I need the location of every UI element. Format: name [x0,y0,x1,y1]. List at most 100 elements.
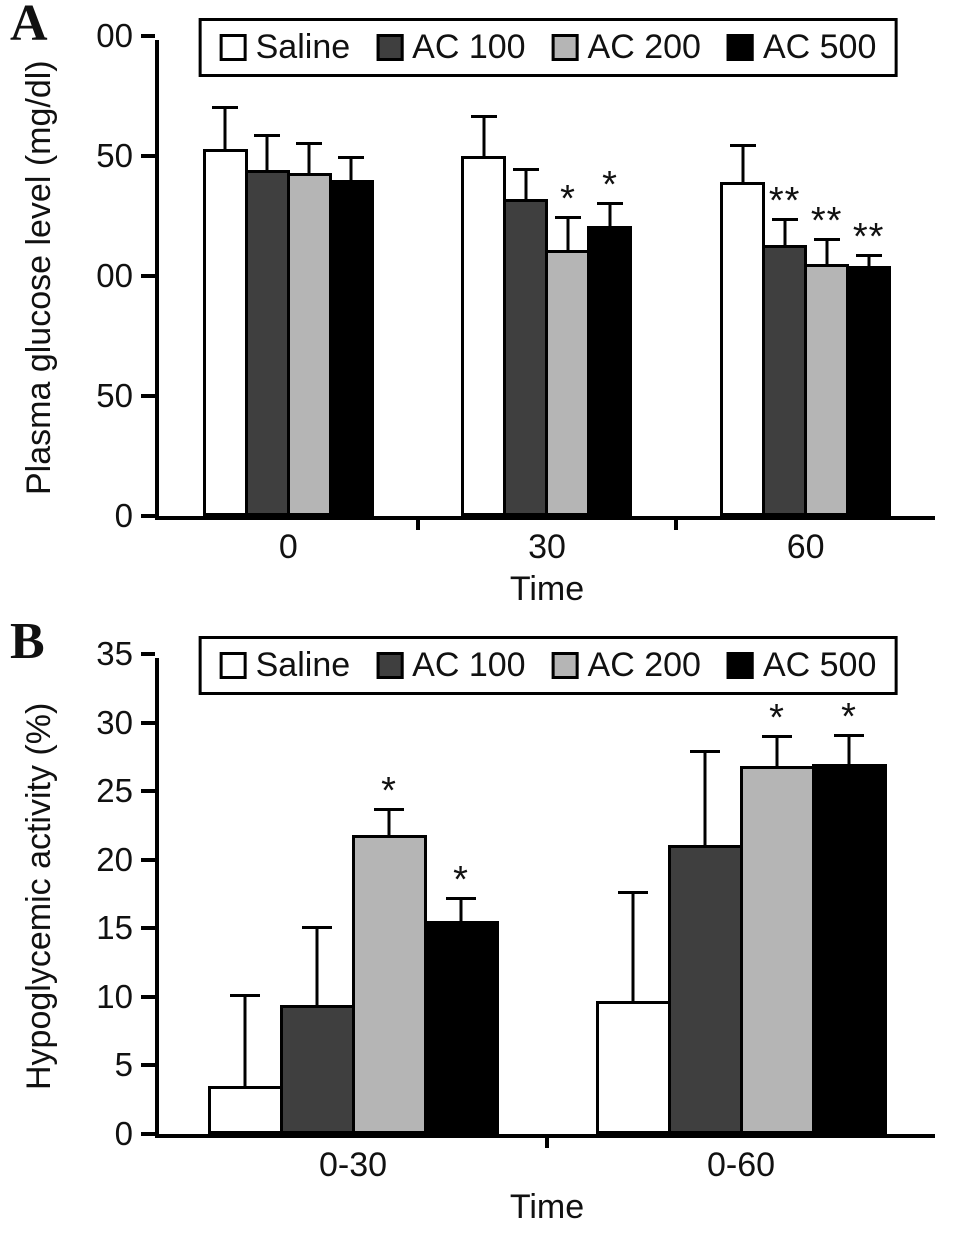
error-bar [554,216,581,250]
y-axis-tick-label: 20 [96,840,133,878]
error-bar [470,115,497,156]
bar-slot [286,141,332,516]
y-axis-tick [141,514,155,518]
error-bar [834,733,864,764]
bar-slot [503,168,549,516]
legend-swatch [726,652,754,679]
bar [545,249,591,516]
y-axis-tick [141,1132,155,1136]
x-axis-category-label: 0-30 [318,1146,388,1184]
bar-groups: * * * * [159,658,935,1134]
error-bar [762,734,792,767]
bar-slot: ** [762,180,808,516]
y-axis-tick-label: 35 [96,635,133,672]
bar-slot [207,994,283,1134]
x-axis-category-label: 60 [786,528,825,566]
legend-label: Saline [255,646,351,684]
error-bar-line [867,257,871,267]
legend-swatch [551,34,579,61]
error-bar [254,134,281,171]
y-axis-tick-label: 00 [96,17,133,54]
bar-slot: * [587,166,633,516]
bar-slot: ** [846,218,892,516]
y-axis-tick [141,926,155,931]
error-bar [855,254,882,267]
legend-label: Saline [255,28,351,66]
error-bar-line [243,997,247,1086]
bar-slot: * [739,696,815,1134]
y-axis-title: Plasma glucose level (mg/dl) [20,60,58,496]
bar [811,763,887,1134]
bar-slot: * [351,772,427,1134]
error-bar [374,807,404,836]
y-axis-tick [141,720,155,725]
significance-marker: * [769,696,785,739]
x-axis-title: Time [509,570,585,608]
bar [423,921,499,1134]
bar-group: * * [595,696,887,1134]
error-bar-line [349,159,353,180]
bar [244,170,290,516]
bar-groups: * * ** ** ** [159,40,935,516]
error-bar-line [783,221,787,245]
bar-slot [328,156,374,516]
panel-b: B Saline AC 100 AC 200 AC 500 Hypoglycemic … [0,613,969,1235]
error-bar [230,994,260,1086]
legend-label: AC 100 [412,28,526,66]
legend-item: AC 100 [376,646,526,685]
error-bar [212,105,239,149]
error-bar [302,925,332,1006]
error-bar-line [482,118,486,156]
legend-label: AC 100 [412,646,526,684]
bar [846,266,892,516]
bar-group: ** ** ** [720,144,892,516]
panel-a: A Saline AC 100 AC 200 AC 500 Plasma glucos… [0,0,969,617]
plot-area: Hypoglycemic activity (%) * * * * Time 0 5 10… [20,635,935,1226]
bar [503,199,549,516]
legend-label: AC 500 [762,28,877,66]
y-axis-tick [141,857,155,862]
bar-slot: * [811,698,887,1134]
y-axis-tick-label: 15 [96,909,133,947]
plot-area: Plasma glucose level (mg/dl) * * ** ** ** Ti… [20,17,935,608]
error-bar-line [608,204,612,226]
legend-label: AC 200 [587,646,701,684]
legend-item: Saline [219,646,351,685]
bar [739,766,815,1134]
y-axis-tick [141,789,155,794]
bar-slot [595,891,671,1134]
error-bar [618,891,648,1001]
error-bar [729,144,756,183]
error-bar-line [223,108,227,149]
error-bar-line [315,928,319,1006]
legend-item: AC 200 [551,646,701,685]
error-bar [512,168,539,200]
bar [351,835,427,1134]
significance-marker: ** [768,180,801,223]
y-axis-tick-label: 10 [96,977,133,1015]
bar-group [202,105,374,516]
y-axis-tick-label: 00 [96,257,133,294]
error-bar-line [825,240,829,264]
y-axis-tick [141,274,155,278]
legend-item: AC 500 [726,28,877,67]
y-axis-tick-label: 25 [96,772,133,810]
y-axis-title: Hypoglycemic activity (%) [20,702,58,1090]
x-axis-category-label: 30 [528,528,566,566]
bar-slot: * [545,180,591,516]
bar [207,1086,283,1134]
bar [720,182,766,516]
error-bar [446,896,476,922]
x-axis-tick [545,1134,549,1148]
legend-item: AC 200 [551,28,701,67]
x-axis-category-label: 0 [278,528,298,566]
error-bar-line [307,144,311,173]
bar [202,148,248,516]
legend-swatch [219,652,247,679]
bar-group: * * [461,115,633,516]
bar-slot [720,144,766,516]
y-axis-tick [141,994,155,999]
y-axis-tick-label: 5 [114,1046,133,1084]
significance-marker: ** [810,199,843,242]
